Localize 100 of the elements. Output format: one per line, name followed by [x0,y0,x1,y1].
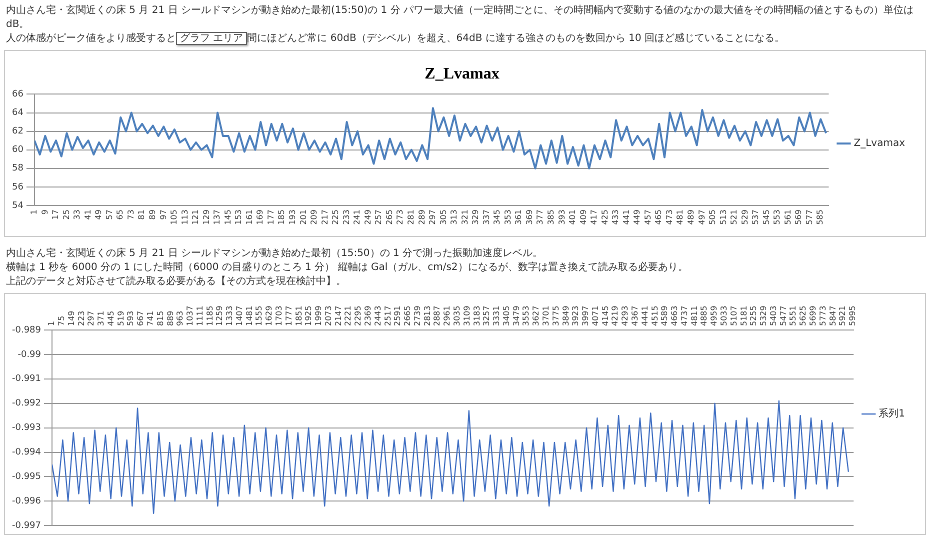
text: 横軸は 1 秒を 6000 分の 1 にした時間（6000 の目盛りのところ 1 分） 縦軸は Gal（ガル、cm/s2）になるが、数字は置き換えて読み取る必要あり。 [6,261,689,275]
x-tick-label: 5551 [788,306,798,326]
x-tick-label: 337 [482,210,491,225]
x-tick-label: 3775 [551,306,560,326]
x-tick-label: 369 [524,210,534,225]
x-tick-label: 121 [191,210,200,225]
x-tick-label: 297 [86,310,96,326]
x-tick-label: 963 [176,310,185,326]
x-tick-label: 305 [438,210,448,225]
x-tick-label: 75 [56,316,66,326]
x-tick-label: 105 [170,210,179,225]
x-tick-label: 585 [816,210,825,225]
x-tick-label: 129 [202,210,211,225]
x-tick-label: 3479 [512,306,521,326]
x-tick-label: 3997 [581,306,590,326]
x-tick-label: 89 [148,210,157,220]
x-tick-label: 5847 [828,306,838,326]
x-tick-label: 3849 [561,306,570,326]
x-tick-label: 4441 [640,306,650,326]
x-tick-label: 25 [62,210,71,220]
y-tick-label: -0.997 [12,520,42,531]
x-tick-label: 465 [654,210,664,225]
x-tick-label: 3109 [462,306,472,326]
y-tick-label: -0.995 [12,472,42,482]
x-tick-label: 3923 [571,306,580,326]
x-tick-label: 1 [47,320,56,326]
y-tick-label: -0.989 [12,325,42,336]
x-tick-label: 457 [643,210,652,225]
x-tick-label: 5995 [848,306,858,326]
x-tick-label: 4811 [690,306,699,326]
x-tick-label: 561 [783,210,792,225]
x-tick-label: 3331 [492,306,502,326]
x-tick-label: 445 [106,310,116,326]
x-tick-label: 2147 [334,306,343,326]
x-tick-label: 473 [664,210,674,225]
x-tick-label: 185 [277,210,286,225]
legend-label: 系列1 [878,408,906,420]
x-tick-label: 1481 [244,306,254,326]
chart-title: Z_Lvamax [424,66,500,83]
x-tick-label: 441 [622,210,631,225]
x-tick-label: 297 [428,210,438,225]
x-tick-label: 5255 [749,306,758,326]
x-tick-label: 281 [406,210,416,225]
x-tick-label: 1111 [195,306,204,326]
x-tick-label: 17 [51,210,60,220]
x-tick-label: 3257 [482,306,492,326]
x-tick-label: 2591 [393,306,402,326]
x-tick-label: 4515 [650,306,660,326]
x-tick-label: 2739 [412,306,422,326]
x-tick-label: 3405 [502,306,511,326]
x-tick-label: 177 [266,210,276,225]
y-tick-label: -0.99 [18,350,42,360]
x-tick-label: 401 [568,210,578,225]
x-tick-label: 289 [417,210,426,225]
x-tick-label: 193 [288,210,298,225]
x-tick-label: 489 [686,210,696,225]
x-tick-label: 223 [76,310,86,326]
x-tick-label: 241 [352,210,362,225]
x-tick-label: 4737 [680,306,689,326]
x-tick-label: 1185 [205,306,214,326]
x-tick-label: 49 [94,210,104,220]
text: グラフ エリア [176,32,248,45]
x-tick-label: 553 [772,210,782,225]
y-tick-label: -0.991 [12,374,42,384]
x-tick-label: 321 [460,210,470,225]
x-tick-label: 249 [363,210,372,225]
x-tick-label: 57 [104,210,114,220]
x-tick-label: 201 [298,210,308,225]
x-tick-label: 149 [66,310,76,326]
x-tick-label: 65 [116,210,125,220]
x-tick-label: 377 [536,210,545,225]
text: 上記のデータと対応させて読み取る必要がある【その方式を現在検討中】。 [6,275,347,289]
x-tick-label: 3627 [532,306,541,326]
x-tick-label: 2073 [324,306,333,326]
x-tick-label: 97 [158,210,168,220]
y-tick-label: -0.992 [12,398,42,409]
x-tick-label: 521 [730,210,739,225]
x-tick-label: 889 [166,310,175,326]
x-tick-label: 4589 [660,306,670,326]
y-tick-label: -0.994 [12,448,42,458]
x-tick-label: 5625 [798,306,808,326]
x-tick-label: 815 [156,310,165,326]
x-tick-label: 1925 [304,306,314,326]
x-tick-label: 433 [611,210,620,225]
x-tick-label: 1629 [264,306,274,326]
x-tick-label: 417 [590,210,599,225]
x-tick-label: 4959 [710,306,719,326]
x-tick-label: 3701 [542,306,551,326]
x-tick-label: 5403 [768,306,778,326]
x-tick-label: 519 [116,310,126,326]
x-tick-label: 569 [794,210,804,225]
y-tick-label: 58 [12,164,24,174]
x-tick-label: 577 [804,210,814,225]
x-tick-label: 33 [72,210,82,220]
x-tick-label: 265 [384,210,394,225]
y-tick-label: 62 [12,126,24,137]
x-tick-label: 217 [320,210,330,225]
legend-label: Z_Lvamax [854,138,906,150]
x-tick-label: 161 [244,210,254,225]
x-tick-label: 273 [396,210,405,225]
